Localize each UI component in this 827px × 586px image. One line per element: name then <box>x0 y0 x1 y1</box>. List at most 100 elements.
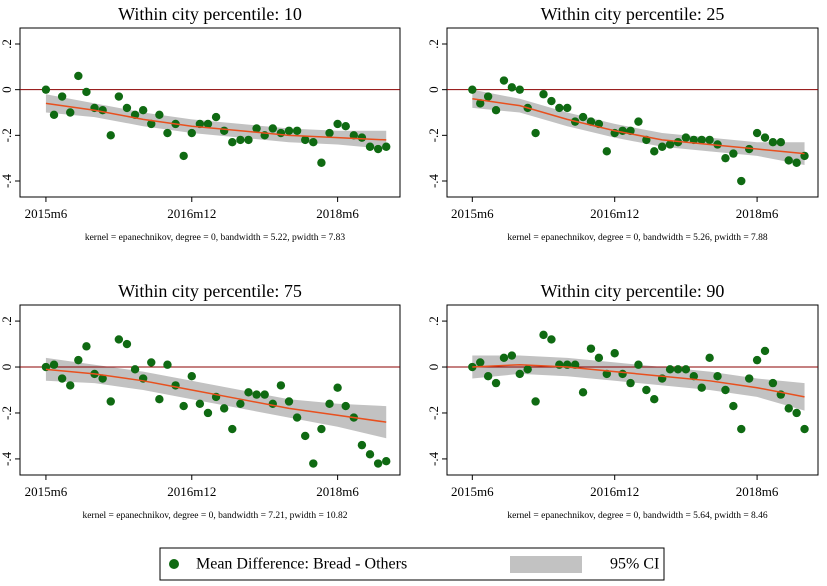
point <box>768 137 778 147</box>
x-tick-label: 2018m6 <box>736 206 779 221</box>
point <box>57 92 67 101</box>
point <box>626 378 635 388</box>
point <box>179 151 188 161</box>
y-tick-label: -.2 <box>426 406 441 420</box>
x-tick-label: 2016m12 <box>167 484 216 499</box>
point <box>634 360 643 369</box>
point <box>547 96 556 106</box>
point <box>211 112 221 122</box>
point <box>74 71 83 81</box>
point <box>721 385 730 395</box>
chart-title: Within city percentile: 10 <box>118 4 302 24</box>
note: kernel = epanechnikov, degree = 0, bandw… <box>85 233 346 243</box>
note: kernel = epanechnikov, degree = 0, bandw… <box>507 511 768 521</box>
point <box>122 339 132 349</box>
point <box>760 346 770 356</box>
point <box>130 365 140 374</box>
point <box>618 369 627 379</box>
point <box>539 90 548 99</box>
chart-title: Within city percentile: 75 <box>118 281 302 301</box>
y-tick-label: -.4 <box>426 173 441 188</box>
point <box>276 381 286 390</box>
point <box>523 365 532 374</box>
y-tick-label: 0 <box>426 86 441 93</box>
point <box>737 424 746 434</box>
point <box>49 110 59 119</box>
y-tick-label: -.2 <box>0 128 14 142</box>
point <box>365 142 375 151</box>
point <box>737 176 746 186</box>
point <box>744 144 754 154</box>
y-tick-label: 0 <box>0 86 14 93</box>
ci-band <box>472 355 805 411</box>
y-tick-label: .2 <box>0 316 14 326</box>
point <box>349 131 359 140</box>
point <box>713 140 722 149</box>
point <box>325 128 334 138</box>
point <box>499 76 509 85</box>
point <box>570 360 580 369</box>
x-tick-label: 2016m12 <box>590 484 639 499</box>
y-tick-label: 0 <box>426 364 441 371</box>
point <box>760 133 770 142</box>
point <box>252 124 261 133</box>
point <box>41 85 51 94</box>
point <box>784 404 793 413</box>
point <box>721 153 730 163</box>
note: kernel = epanechnikov, degree = 0, bandw… <box>507 233 768 243</box>
point <box>531 397 540 406</box>
point <box>507 351 517 360</box>
point <box>171 381 180 390</box>
point <box>555 103 564 113</box>
legend-label: Mean Difference: Bread - Others <box>196 556 407 573</box>
point <box>203 408 213 418</box>
y-tick-label: -.4 <box>0 451 14 466</box>
point <box>260 390 269 399</box>
point <box>697 135 706 145</box>
point <box>650 394 659 404</box>
point <box>476 358 485 367</box>
point <box>784 156 793 165</box>
x-tick-label: 2016m12 <box>167 206 216 221</box>
point <box>650 147 659 156</box>
point <box>689 372 699 381</box>
point <box>292 413 302 422</box>
fit-line <box>472 98 805 155</box>
point <box>138 106 148 115</box>
point <box>713 372 722 381</box>
point <box>665 365 675 374</box>
point <box>610 349 619 358</box>
point <box>163 360 172 369</box>
point <box>681 365 691 374</box>
point <box>476 99 485 108</box>
y-tick-label: .2 <box>0 39 14 49</box>
point <box>499 353 509 363</box>
x-tick-label: 2016m12 <box>590 206 639 221</box>
x-tick-label: 2015m6 <box>451 206 494 221</box>
point <box>66 381 75 390</box>
point <box>268 124 277 133</box>
point <box>357 440 367 450</box>
point <box>578 388 588 397</box>
point <box>155 110 164 119</box>
point <box>66 108 75 117</box>
point <box>578 112 588 122</box>
x-tick-label: 2015m6 <box>25 484 68 499</box>
legend-label: 95% CI <box>610 556 659 573</box>
point <box>594 353 604 363</box>
note: kernel = epanechnikov, degree = 0, bandw… <box>82 511 347 521</box>
point <box>468 362 477 372</box>
x-tick-label: 2018m6 <box>316 484 359 499</box>
point <box>792 408 801 418</box>
point <box>163 128 172 138</box>
point <box>634 117 643 126</box>
point <box>491 106 501 115</box>
x-tick-label: 2015m6 <box>25 206 68 221</box>
point <box>49 360 59 369</box>
point <box>382 142 391 151</box>
point <box>228 424 237 434</box>
point <box>98 106 107 115</box>
point <box>82 87 91 97</box>
point <box>114 92 124 101</box>
